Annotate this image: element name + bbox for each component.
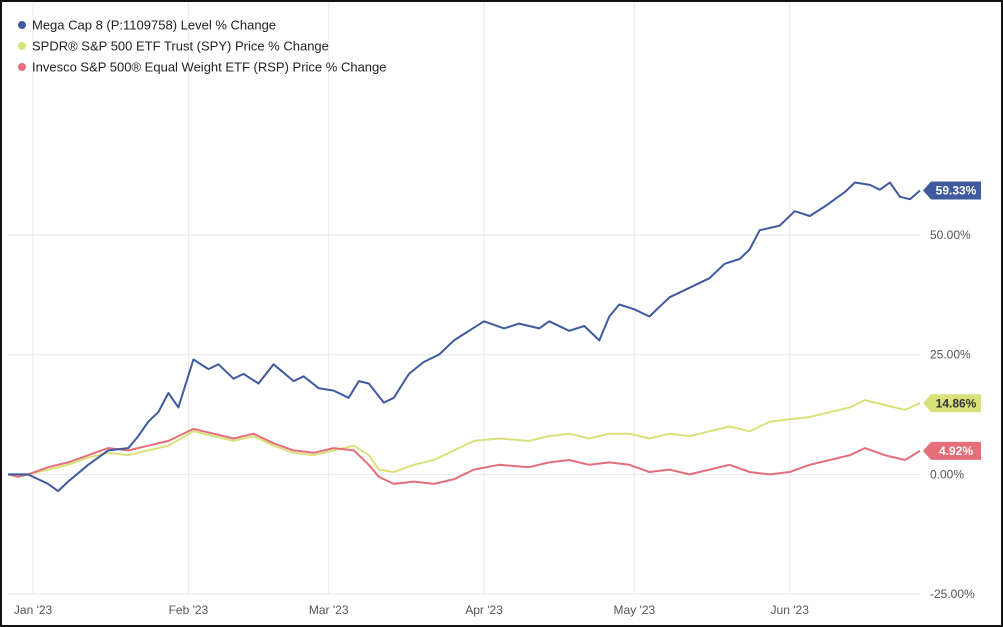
legend-label: Mega Cap 8 (P:1109758) Level % Change xyxy=(32,18,276,33)
legend-marker xyxy=(18,63,26,71)
legend-marker xyxy=(18,42,26,50)
y-tick-label: 25.00% xyxy=(930,348,971,362)
x-tick-label: Apr '23 xyxy=(465,603,503,617)
x-tick-label: Mar '23 xyxy=(309,603,349,617)
end-value-tag-shape xyxy=(923,441,981,460)
end-value-tag-shape xyxy=(923,181,981,200)
series-line xyxy=(8,399,921,476)
y-axis-ticks: 50.00% 25.00% 0.00% -25.00% xyxy=(930,228,975,601)
x-tick-label: May '23 xyxy=(614,603,656,617)
horizontal-gridlines xyxy=(8,234,920,595)
x-axis-ticks: Jan '23 Feb '23 Mar '23 Apr '23 May '23 Jun '… xyxy=(14,603,809,617)
end-value-tags: 59.33% 14.86% 4.92% xyxy=(923,181,981,460)
end-value-tag-label: 59.33% xyxy=(936,183,977,197)
legend-label: Invesco S&P 500® Equal Weight ETF (RSP) … xyxy=(32,60,387,75)
end-value-tag: 59.33% xyxy=(923,181,981,200)
legend-label: SPDR® S&P 500 ETF Trust (SPY) Price % Ch… xyxy=(32,39,329,54)
end-value-tag: 14.86% xyxy=(923,394,981,413)
x-tick-label: Feb '23 xyxy=(169,603,209,617)
y-tick-label: 0.00% xyxy=(930,467,964,481)
end-value-tag-label: 4.92% xyxy=(939,444,973,458)
x-tick-label: Jan '23 xyxy=(14,603,53,617)
x-tick-label: Jun '23 xyxy=(771,603,810,617)
end-value-tag-label: 14.86% xyxy=(936,396,977,410)
y-tick-label: -25.00% xyxy=(930,587,975,601)
legend-marker xyxy=(18,21,26,29)
y-tick-label: 50.00% xyxy=(930,228,971,242)
series-line xyxy=(8,181,921,493)
legend: Mega Cap 8 (P:1109758) Level % Change SPD… xyxy=(18,18,387,75)
series-lines xyxy=(7,181,921,493)
end-value-tag-shape xyxy=(923,394,981,413)
vertical-gridlines xyxy=(32,2,791,594)
series-line xyxy=(7,427,921,485)
end-value-tag: 4.92% xyxy=(923,441,981,460)
